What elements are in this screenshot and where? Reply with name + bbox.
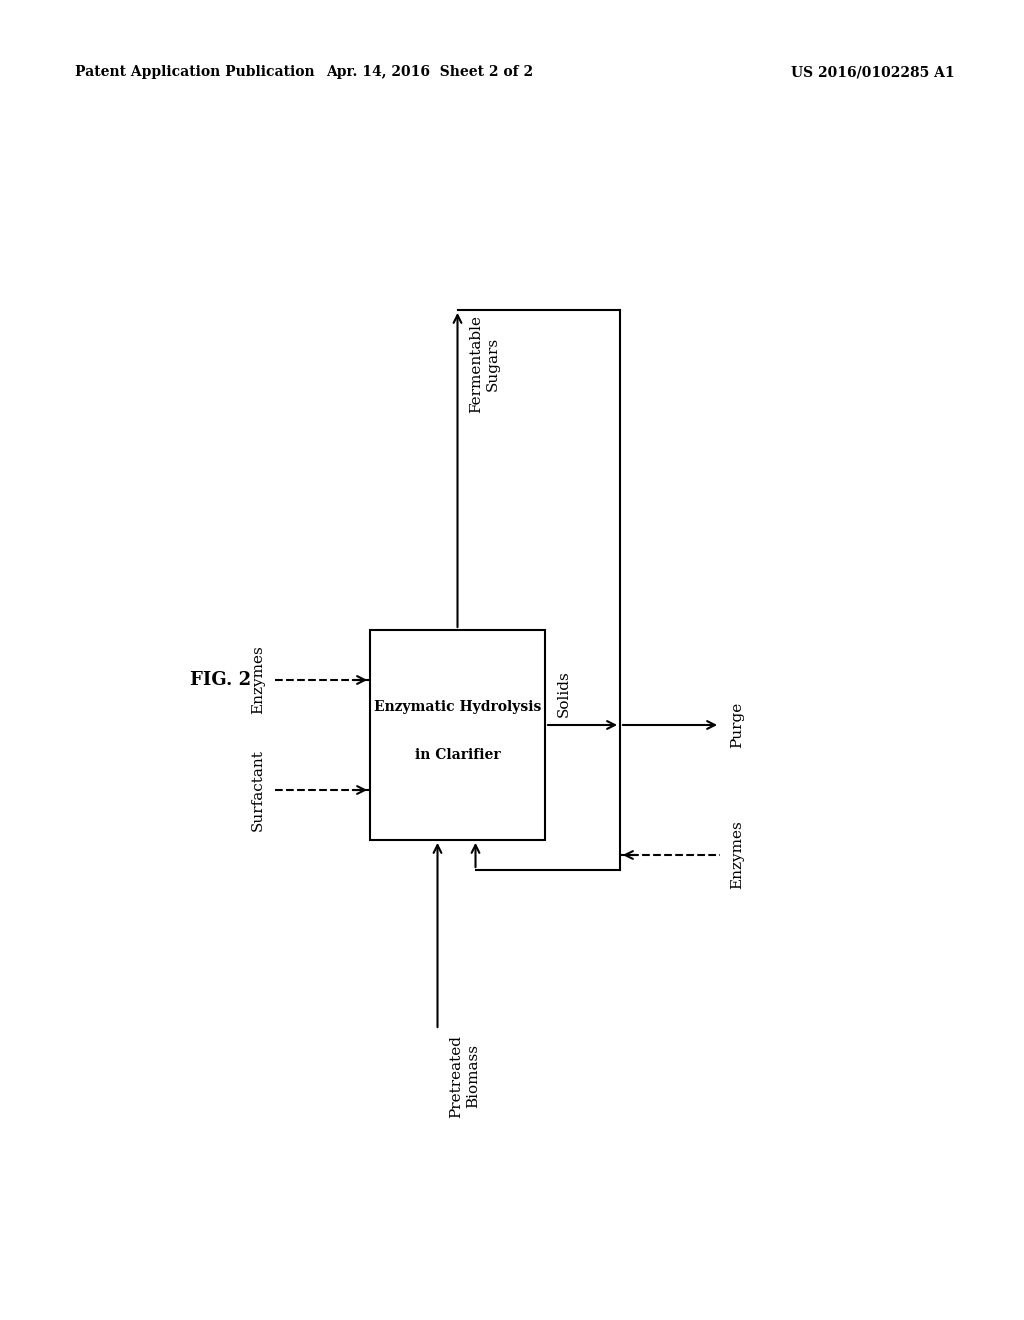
Text: US 2016/0102285 A1: US 2016/0102285 A1 <box>792 65 955 79</box>
Text: Surfactant: Surfactant <box>251 748 265 830</box>
Text: Fermentable
Sugars: Fermentable Sugars <box>469 315 500 413</box>
Text: FIG. 2: FIG. 2 <box>190 671 251 689</box>
Text: Enzymes: Enzymes <box>730 821 744 890</box>
Text: in Clarifier: in Clarifier <box>415 748 501 762</box>
Text: Pretreated
Biomass: Pretreated Biomass <box>450 1035 479 1118</box>
Text: Solids: Solids <box>557 671 571 717</box>
Text: Apr. 14, 2016  Sheet 2 of 2: Apr. 14, 2016 Sheet 2 of 2 <box>327 65 534 79</box>
Text: Purge: Purge <box>730 702 744 748</box>
Text: Enzymatic Hydrolysis: Enzymatic Hydrolysis <box>374 700 542 714</box>
Text: Patent Application Publication: Patent Application Publication <box>75 65 314 79</box>
Text: Enzymes: Enzymes <box>251 645 265 714</box>
Bar <box>370 630 545 840</box>
